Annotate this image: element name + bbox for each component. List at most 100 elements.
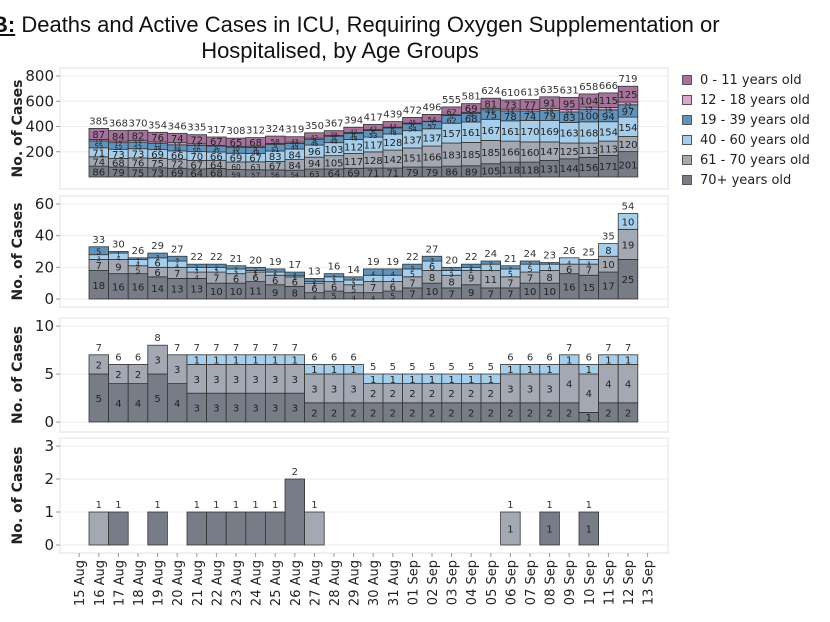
- segment-label: 7: [488, 289, 494, 300]
- segment-label: 3: [430, 120, 434, 127]
- segment-label: 97: [622, 107, 635, 118]
- segment-label: 4: [625, 380, 631, 391]
- x-tick-label: 28 Aug: [328, 560, 343, 606]
- segment-label: 96: [308, 147, 321, 158]
- x-tick-label: 01 Sep: [406, 560, 421, 605]
- bar-total-label: 33: [92, 235, 105, 246]
- bar-total-label: 2: [292, 467, 298, 478]
- segment-label: 3: [272, 404, 278, 415]
- segment-label: 2: [312, 279, 316, 286]
- segment-label: 2: [409, 389, 415, 400]
- segment-label: 185: [481, 148, 500, 159]
- segment-label: 2: [390, 389, 396, 400]
- segment-label: 1: [507, 365, 513, 376]
- segment-label: 86: [92, 168, 105, 179]
- segment-label: 52: [114, 144, 122, 152]
- bar-total-label: 1: [194, 500, 200, 511]
- segment-label: 3: [292, 375, 298, 386]
- segment-label: 156: [579, 163, 598, 174]
- segment-label: 2: [448, 389, 454, 400]
- bar-total-label: 24: [484, 249, 497, 260]
- segment-label: 86: [445, 168, 458, 179]
- segment-label: 6: [566, 265, 572, 276]
- segment-label: 9: [272, 288, 278, 299]
- segment-label: 7: [507, 278, 513, 289]
- segment-label: 76: [132, 159, 145, 170]
- segment-label: 170: [520, 127, 539, 138]
- bar-total-label: 439: [383, 110, 402, 121]
- segment-label: 4: [548, 266, 552, 273]
- segment-label: 73: [112, 150, 125, 161]
- segment-label: 67: [210, 137, 223, 148]
- bar-total-label: 6: [331, 352, 337, 363]
- segment-label: 6: [233, 274, 239, 285]
- segment-label: 73: [151, 168, 164, 179]
- bar-segment: [108, 251, 129, 254]
- segment-label: 1: [488, 375, 494, 386]
- bar-total-label: 1: [507, 500, 513, 511]
- x-tick-label: 11 Sep: [602, 560, 617, 605]
- segment-label: 45: [232, 149, 240, 156]
- segment-label: 4: [174, 399, 180, 410]
- segment-label: 2: [273, 270, 277, 277]
- segment-label: 54: [290, 172, 299, 180]
- segment-label: 91: [543, 99, 556, 110]
- segment-label: 8: [605, 246, 611, 257]
- segment-label: 58: [271, 137, 281, 146]
- segment-label: 3: [174, 365, 180, 376]
- segment-label: 10: [210, 287, 223, 298]
- title-line-2: Hospitalised, by Age Groups: [201, 38, 479, 63]
- segment-label: 42: [311, 134, 319, 141]
- legend-swatch: [682, 155, 692, 165]
- segment-label: 7: [213, 274, 219, 285]
- segment-label: 5: [527, 265, 532, 274]
- bar-total-label: 19: [269, 257, 282, 268]
- bar-total-label: 354: [148, 120, 167, 131]
- bar-segment: [147, 252, 168, 259]
- segment-label: 3: [252, 404, 258, 415]
- bar-total-label: 21: [230, 254, 243, 265]
- bar-total-label: 1: [311, 500, 317, 511]
- segment-label: 81: [484, 99, 497, 110]
- segment-label: 4: [352, 295, 356, 302]
- segment-label: 185: [462, 150, 481, 161]
- segment-label: 67: [190, 161, 203, 172]
- segment-label: 6: [154, 268, 160, 279]
- bar-total-label: 417: [364, 112, 383, 123]
- y-tick-label: 800: [25, 67, 54, 85]
- segment-label: 3: [311, 384, 317, 395]
- segment-label: 52: [134, 143, 142, 151]
- segment-label: 71: [386, 169, 399, 180]
- x-tick-label: 08 Sep: [544, 560, 559, 605]
- bar-segment: [108, 511, 129, 546]
- bar-total-label: 319: [285, 125, 304, 136]
- segment-label: 2: [390, 408, 396, 419]
- segment-label: 3: [352, 281, 356, 288]
- bar-total-label: 5: [409, 362, 415, 373]
- segment-label: 3: [154, 356, 160, 367]
- segment-label: 15: [582, 283, 595, 294]
- segment-label: 5: [508, 270, 513, 279]
- segment-label: 2: [625, 408, 631, 419]
- segment-label: 66: [171, 151, 184, 162]
- segment-label: 118: [501, 166, 520, 177]
- segment-label: 2: [450, 268, 454, 275]
- bar-total-label: 1: [96, 500, 102, 511]
- segment-label: 5: [410, 270, 415, 279]
- segment-label: 1: [233, 356, 239, 367]
- segment-label: 3: [194, 375, 200, 386]
- bar-total-label: 7: [625, 343, 631, 354]
- bar-total-label: 54: [622, 202, 635, 213]
- bar-total-label: 7: [605, 343, 611, 354]
- segment-label: 79: [406, 168, 419, 179]
- segment-label: 55: [94, 142, 103, 150]
- segment-label: 2: [489, 262, 493, 269]
- segment-label: 18: [546, 108, 554, 115]
- segment-label: 70: [190, 152, 203, 163]
- x-tick-label: 19 Aug: [152, 560, 167, 606]
- legend-item: 70+ years old: [682, 170, 810, 190]
- segment-label: 151: [403, 153, 422, 164]
- segment-label: 13: [154, 142, 162, 149]
- bar-segment: [147, 511, 168, 546]
- segment-label: 6: [410, 122, 414, 129]
